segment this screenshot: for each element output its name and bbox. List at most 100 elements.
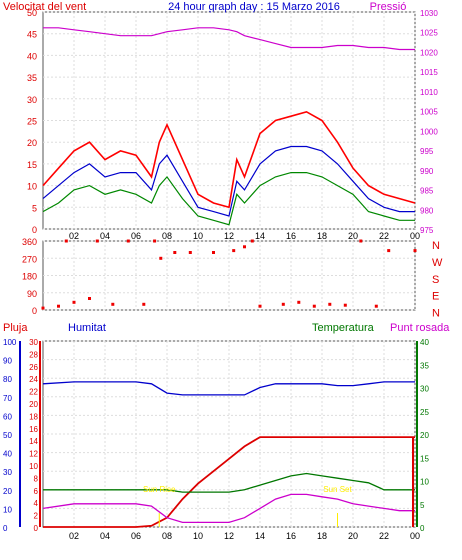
wind-speed-tick-label: 15 [27,160,37,170]
humidity-tick-label: 80 [3,375,12,384]
wind-x-tick-label: 22 [379,231,389,241]
temperature-tick-label: 25 [420,408,429,417]
wind-speed-tick-label: 20 [27,138,37,148]
pressure-tick-label: 1030 [420,9,438,18]
temperature-tick-label: 40 [420,338,429,347]
humidity-tick-label: 10 [3,505,12,514]
humidity-tick-label: 50 [3,431,12,440]
rain-tick-label: 8 [34,474,39,483]
direction-point [413,249,417,253]
rain-panel-x-tick-label: 18 [317,531,327,541]
dewpoint-axis-label: Punt rosada [390,322,450,334]
pressure-tick-label: 990 [420,167,434,176]
pressure-tick-label: 1000 [420,127,438,136]
series-line-temperature [43,472,415,493]
rain-tick-label: 4 [34,499,39,508]
humidity-tick-label: 30 [3,468,12,477]
wind-speed-axis-label: Velocitat del vent [3,1,86,13]
humidity-tick-label: 100 [3,338,17,347]
compass-letter: S [432,274,439,286]
direction-point [281,302,285,306]
direction-point [312,304,316,308]
temperature-tick-label: 15 [420,454,429,463]
wind-x-tick-label: 20 [348,231,358,241]
rain-tick-label: 18 [29,412,38,421]
wind-speed-tick-label: 5 [32,203,37,213]
humidity-tick-label: 70 [3,394,12,403]
rain-tick-label: 26 [29,363,38,372]
wind-speed-tick-label: 0 [32,225,37,235]
direction-point [88,297,91,300]
rain-panel-x-tick-label: 04 [100,531,110,541]
compass-letter: E [432,291,439,303]
direction-point [258,304,262,308]
direction-point [142,302,146,306]
direction-point [173,251,177,254]
rain-tick-label: 28 [29,350,38,359]
pressure-tick-label: 1015 [420,68,438,77]
wind-speed-tick-label: 25 [27,117,37,127]
rain-tick-label: 6 [34,487,39,496]
humidity-tick-label: 90 [3,357,12,366]
direction-point [41,306,45,310]
series-line-humidity [42,381,415,396]
rain-tick-label: 10 [29,462,38,471]
direction-point [328,302,332,306]
wind-speed-tick-label: 30 [27,95,37,105]
rain-panel-x-tick-label: 06 [131,531,141,541]
pressure-axis-label: Pressió [370,1,407,13]
compass-letter: N [432,308,440,320]
sun-annotation-label: Sun Rise [143,485,176,494]
humidity-tick-label: 60 [3,412,12,421]
rain-tick-label: 12 [29,450,38,459]
direction-point [159,256,163,260]
temperature-tick-label: 5 [420,501,425,510]
direction-point [95,239,99,243]
rain-panel-x-tick-label: 00 [410,531,420,541]
series-line-rain [43,436,415,528]
pressure-tick-label: 980 [420,206,434,215]
pressure-tick-label: 985 [420,187,434,196]
series-line-pressure [43,27,415,51]
pressure-tick-label: 1005 [420,108,438,117]
series-line-avg [42,145,415,217]
humidity-tick-label: 40 [3,450,12,459]
wind-x-tick-label: 16 [286,231,296,241]
direction-point [374,304,378,308]
direction-point [64,239,68,243]
direction-tick-label: 360 [22,237,37,247]
wind-x-tick-label: 18 [317,231,327,241]
wind-x-tick-label: 08 [162,231,172,241]
direction-tick-label: 0 [32,306,37,316]
direction-point [111,302,115,306]
rain-panel-x-tick-label: 20 [348,531,358,541]
humidity-tick-label: 0 [3,524,8,533]
wind-speed-tick-label: 10 [27,182,37,192]
humidity-axis-label: Humitat [68,322,106,334]
series-line-min [42,172,415,226]
wind-x-tick-label: 02 [69,231,79,241]
wind-speed-tick-label: 50 [27,8,37,18]
rain-tick-label: 16 [29,425,38,434]
wind-chart-title: 24 hour graph day : 15 Marzo 2016 [168,1,340,13]
direction-point [243,245,246,249]
wind-x-tick-label: 12 [224,231,234,241]
humidity-tick-label: 20 [3,487,12,496]
direction-point [387,249,391,253]
rain-panel-x-tick-label: 10 [193,531,203,541]
sun-annotation-label: Sun Set [323,485,352,494]
pressure-tick-label: 975 [420,226,434,235]
direction-point [297,300,301,304]
rain-panel-x-tick-label: 08 [162,531,172,541]
direction-point [250,239,254,243]
direction-point [343,303,347,307]
direction-point [57,304,60,308]
wind-speed-tick-label: 45 [27,30,37,40]
direction-point [188,251,192,254]
direction-point [126,239,130,243]
rain-panel-x-tick-label: 22 [379,531,389,541]
rain-tick-label: 0 [34,524,39,533]
rain-tick-label: 24 [29,375,38,384]
rain-panel-x-tick-label: 02 [69,531,79,541]
